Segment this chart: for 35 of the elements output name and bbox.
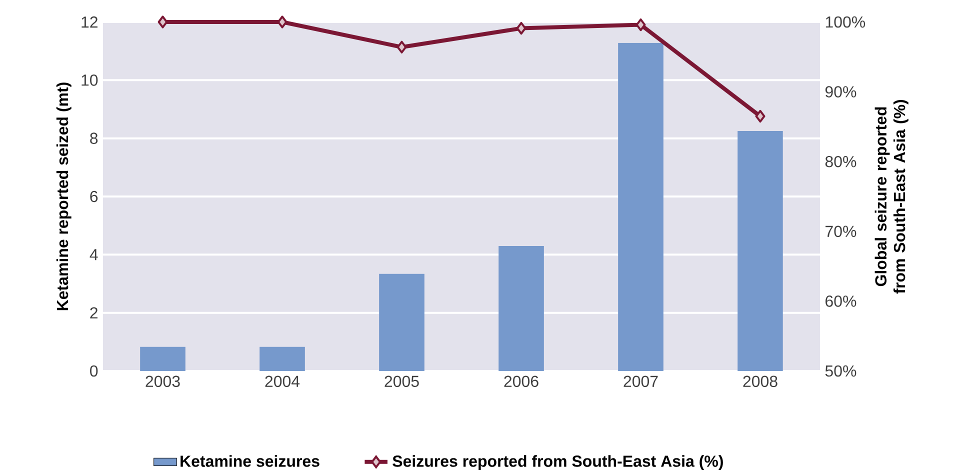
point [396,40,407,54]
y-tick-label: 4 [90,249,98,260]
point [755,110,766,123]
bar [140,346,186,371]
y-tick-label: 0 [90,365,98,377]
y-tick-label: 10 [82,74,98,86]
y2-tick-label: 70% [826,226,856,238]
point [516,22,526,35]
point [158,16,168,28]
bar [379,274,424,371]
y2-tick-label: 80% [825,156,856,168]
x-tick-label: 2004 [265,376,300,388]
y-axis-title: Ketamine reported seized (mt) [56,82,72,310]
y2-tick-label: 100% [826,16,866,28]
point [277,16,288,28]
bar [498,246,544,371]
x-tick-label: 2007 [624,376,658,388]
y2-tick-label: 90% [825,86,856,98]
x-tick-label: 2005 [384,376,419,388]
y2-tick-label: 60% [826,296,856,307]
y2-tick-label: 50% [825,365,856,377]
point [636,18,646,32]
x-tick-label: 2003 [146,376,180,388]
legend-label: Seizures reported from South-East Asia (%) [392,455,723,470]
y-tick-label: 8 [90,132,98,144]
y-tick-label: 2 [90,307,98,318]
bar [618,42,664,371]
bar [260,346,305,371]
bar [738,131,783,371]
x-tick-label: 2008 [743,376,778,388]
y-tick-label: 12 [82,16,98,28]
legend-label: Ketamine seizures [180,455,320,467]
y2-axis-title: Global seizure reported from South-East Asia (%) [874,100,908,294]
y-tick-label: 6 [90,190,98,202]
x-tick-label: 2006 [504,376,538,388]
